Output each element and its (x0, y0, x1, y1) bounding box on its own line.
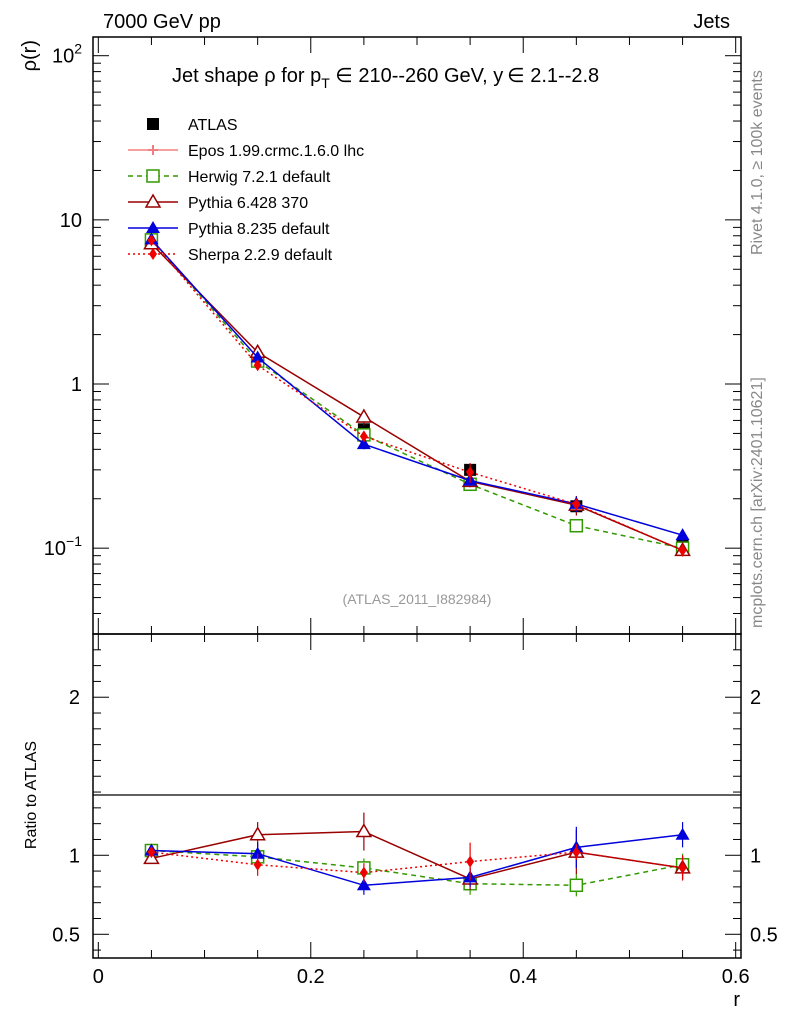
main-point (675, 528, 690, 541)
main-series-line (150, 239, 683, 549)
legend: ATLAS Epos 1.99.crmc.1.6.0 lhc Herwig 7.2.… (128, 117, 364, 264)
main-point (569, 518, 584, 533)
legend-item: Epos 1.99.crmc.1.6.0 lhc (128, 143, 364, 160)
ratio-y-axis-label: Ratio to ATLAS (23, 741, 40, 849)
legend-marker (148, 145, 158, 155)
main-series-line (150, 243, 683, 552)
ratio-point (356, 878, 371, 891)
legend-item: Pythia 6.428 370 (128, 193, 308, 212)
x-tick-label: 0 (93, 966, 104, 988)
main-axis-ticks: 102 10 1 10−1 (44, 37, 741, 635)
ratio-point (466, 855, 475, 868)
ratio-y-tick-label-left: 2 (69, 687, 80, 709)
legend-item: ATLAS (147, 117, 238, 134)
legend-label: Epos 1.99.crmc.1.6.0 lhc (188, 143, 364, 160)
main-series-5 (147, 234, 687, 557)
ratio-point (359, 866, 368, 879)
main-point (466, 466, 475, 479)
main-series-0 (145, 236, 689, 551)
main-y-tick-label: 102 (52, 41, 82, 68)
header-left: 7000 GeV pp (103, 11, 221, 33)
ratio-point (253, 858, 262, 871)
ratio-point (678, 861, 687, 874)
legend-item: Pythia 8.235 default (128, 221, 330, 238)
legend-label: Pythia 6.428 370 (188, 195, 308, 212)
ratio-y-tick-label-right: 1 (750, 845, 761, 867)
ratio-y-tick-label-right: 0.5 (750, 924, 778, 946)
ratio-series-1 (143, 812, 691, 891)
main-series-line (150, 238, 683, 536)
main-point (250, 350, 265, 363)
main-point (355, 408, 373, 423)
rivet-label: Rivet 4.1.0, ≥ 100k events (749, 70, 766, 255)
x-tick-label: 0.6 (722, 966, 750, 988)
main-y-tick-label: 10−1 (44, 533, 82, 560)
main-title: Jet shape ρ for pT ∈ 210--260 GeV, y ∈ 2.… (172, 65, 599, 91)
mcplots-label: mcplots.cern.ch [arXiv:2401.10621] (749, 377, 766, 628)
main-series-4 (144, 232, 690, 541)
ratio-point (569, 878, 584, 893)
x-axis-label: r (733, 989, 740, 1011)
main-series-2 (144, 233, 690, 555)
ratio-series-3 (147, 842, 687, 883)
main-y-tick-label: 1 (71, 374, 82, 396)
main-point (678, 544, 687, 557)
x-tick-label: 0.2 (297, 966, 325, 988)
legend-item: Sherpa 2.2.9 default (128, 247, 333, 264)
ratio-series-2 (144, 822, 690, 895)
legend-marker (146, 221, 160, 233)
ratio-point (249, 826, 266, 841)
ratio-y-tick-label-right: 2 (750, 687, 761, 709)
analysis-watermark: (ATLAS_2011_I882984) (343, 591, 492, 607)
legend-item: Herwig 7.2.1 default (128, 169, 331, 186)
ratio-series-line (151, 851, 683, 874)
ratio-point (675, 827, 690, 840)
header-right: Jets (693, 11, 730, 33)
main-point (359, 430, 368, 443)
main-point (572, 498, 581, 511)
main-y-axis-label: ρ(r) (19, 40, 41, 71)
ratio-point (250, 846, 265, 859)
x-tick-label: 0.4 (509, 966, 537, 988)
ratio-series-group (143, 812, 691, 897)
legend-label: Pythia 8.235 default (188, 221, 330, 238)
legend-marker (144, 193, 162, 208)
main-y-tick-label: 10 (60, 210, 82, 232)
ratio-series-line (151, 833, 683, 887)
legend-marker (146, 169, 160, 183)
ratio-axis-ticks: 2 2 1 1 0.5 0.5 0 0.2 0.4 0.6 (52, 634, 778, 988)
legend-label: Herwig 7.2.1 default (188, 169, 331, 186)
ratio-point (572, 846, 581, 859)
ratio-series-line (151, 849, 683, 887)
ratio-point (147, 846, 156, 859)
main-point (147, 234, 156, 247)
legend-marker (149, 248, 157, 260)
legend-marker (147, 118, 159, 130)
legend-label: ATLAS (188, 117, 238, 134)
ratio-point (355, 823, 373, 838)
main-point (253, 359, 262, 372)
ratio-plot-frame (92, 633, 742, 959)
main-series-line (150, 239, 683, 552)
ratio-series-line (151, 830, 683, 880)
main-series-3 (143, 235, 691, 557)
legend-label: Sherpa 2.2.9 default (188, 247, 333, 264)
ratio-y-tick-label-left: 1 (69, 845, 80, 867)
ratio-y-tick-label-left: 0.5 (52, 924, 80, 946)
main-point (356, 437, 371, 450)
main-series-group (143, 232, 691, 557)
